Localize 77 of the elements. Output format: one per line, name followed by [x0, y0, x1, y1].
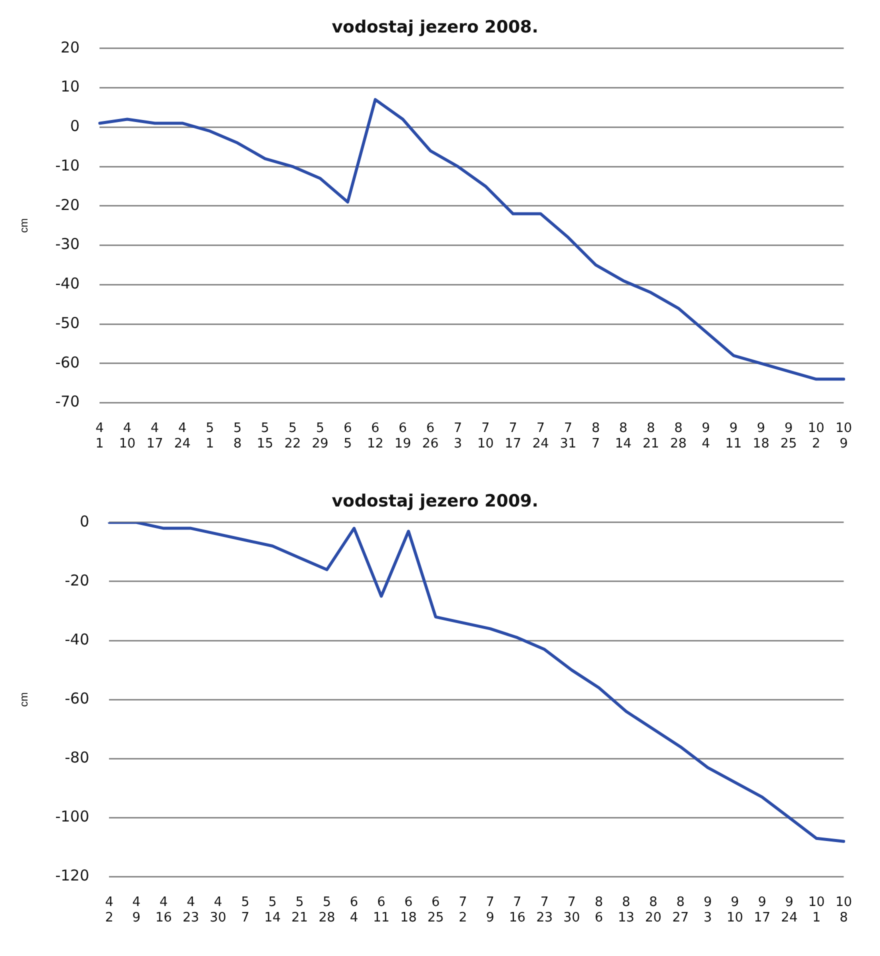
x-tick-label: 8 28: [670, 420, 687, 452]
x-tick-label: 4 30: [210, 894, 226, 926]
x-tick-label: 9 18: [752, 420, 770, 452]
x-tick-label: 4 17: [146, 420, 164, 452]
x-tick-label: 8 13: [618, 894, 634, 926]
x-tick-label: 8 6: [594, 894, 604, 926]
x-tick-label: 6 26: [422, 420, 439, 452]
x-tick-label: 6 5: [344, 420, 352, 452]
x-tick-label: 8 27: [672, 894, 689, 926]
y-tick-label: -80: [64, 748, 90, 767]
y-axis-title: cm: [18, 692, 31, 707]
x-tick-label: 9 4: [702, 420, 710, 452]
x-tick-label: 7 3: [454, 420, 462, 452]
y-tick-label: -60: [55, 353, 80, 372]
y-tick-label: -70: [55, 392, 80, 411]
y-tick-label: -100: [55, 808, 90, 826]
x-tick-label: 4 16: [155, 894, 172, 926]
x-tick-label: 4 9: [132, 894, 141, 926]
x-tick-label: 6 4: [350, 894, 358, 926]
x-tick-label: 5 29: [312, 420, 328, 452]
x-tick-label: 5 15: [256, 420, 274, 452]
chart-title: vodostaj jezero 2008.: [332, 18, 538, 38]
x-tick-label: 6 12: [366, 420, 384, 452]
y-tick-label: 0: [70, 117, 80, 136]
y-axis-title: cm: [18, 218, 31, 233]
x-tick-label: 10 1: [808, 894, 825, 926]
x-tick-label: 7 30: [563, 894, 580, 926]
x-tick-label: 4 2: [105, 894, 114, 926]
x-tick-label: 8 20: [645, 894, 662, 926]
x-tick-label: 8 14: [615, 420, 632, 452]
x-tick-label: 9 24: [781, 894, 798, 926]
y-tick-label: 10: [60, 78, 80, 96]
x-tick-label: 8 7: [592, 420, 600, 452]
x-tick-label: 6 25: [427, 894, 444, 926]
x-tick-label: 5 8: [233, 420, 242, 452]
x-tick-label: 5 21: [291, 894, 308, 926]
x-tick-label: 7 2: [458, 894, 468, 926]
y-tick-label: -60: [64, 689, 90, 708]
x-tick-label: 7 17: [504, 420, 522, 452]
y-tick-label: 0: [80, 512, 90, 530]
y-tick-label: -30: [55, 235, 80, 254]
x-tick-label: 7 16: [509, 894, 526, 926]
x-tick-label: 7 9: [486, 894, 494, 926]
x-tick-label: 4 23: [182, 894, 200, 926]
x-tick-label: 6 19: [394, 420, 412, 452]
x-tick-label: 5 22: [284, 420, 301, 452]
x-tick-label: 5 1: [206, 420, 214, 452]
y-tick-label: -20: [55, 196, 80, 214]
y-tick-label: -10: [55, 156, 80, 174]
x-tick-label: 9 25: [780, 420, 797, 452]
x-tick-label: 7 10: [477, 420, 494, 452]
x-tick-label: 8 21: [642, 420, 660, 452]
x-tick-label: 6 18: [400, 894, 417, 926]
x-tick-label: 9 17: [754, 894, 770, 926]
x-tick-label: 4 24: [174, 420, 191, 452]
y-tick-label: -40: [55, 274, 80, 293]
x-tick-label: 5 14: [264, 894, 281, 926]
x-tick-label: 10 8: [835, 894, 852, 926]
x-tick-label: 4 10: [118, 420, 136, 452]
x-tick-label: 6 11: [373, 894, 390, 926]
x-tick-label: 4 1: [96, 420, 104, 452]
x-tick-label: 10 9: [835, 420, 852, 452]
y-tick-label: -50: [55, 314, 80, 332]
y-tick-label: -20: [64, 571, 90, 590]
y-tick-label: -120: [55, 866, 90, 885]
x-tick-label: 9 11: [725, 420, 742, 452]
y-tick-label: 20: [60, 38, 80, 56]
x-tick-label: 7 23: [536, 894, 553, 926]
x-tick-label: 5 7: [241, 894, 250, 926]
x-tick-label: 7 24: [532, 420, 549, 452]
x-tick-label: 10 2: [808, 420, 824, 452]
x-tick-label: 9 3: [704, 894, 712, 926]
y-tick-label: -40: [64, 630, 90, 648]
x-tick-label: 5 28: [318, 894, 336, 926]
x-tick-label: 7 31: [560, 420, 576, 452]
x-tick-label: 9 10: [726, 894, 744, 926]
chart-title: vodostaj jezero 2009.: [332, 492, 538, 512]
